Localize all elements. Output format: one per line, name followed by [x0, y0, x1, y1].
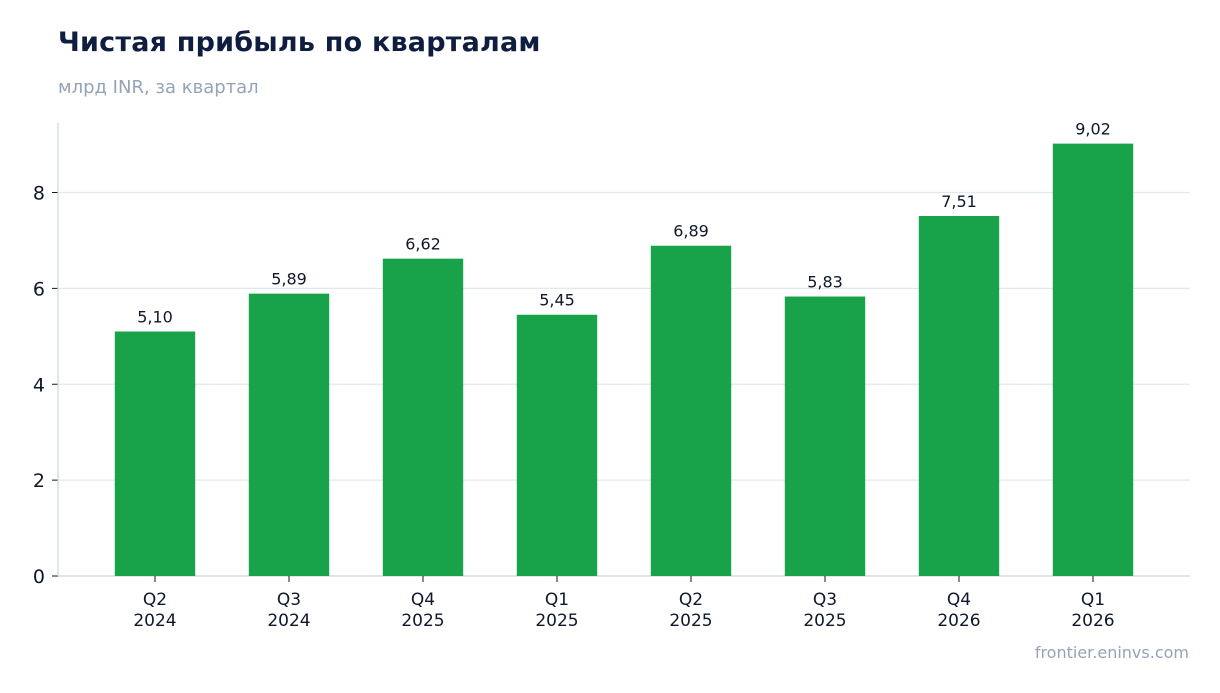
tick-labels: 02468Q22024Q32024Q42025Q12025Q22025Q3202… — [33, 183, 1115, 631]
y-tick-label: 8 — [33, 183, 45, 205]
x-tick-label-year: 2024 — [133, 611, 176, 631]
bar — [248, 293, 330, 576]
bar — [784, 296, 866, 576]
data-label: 5,83 — [807, 273, 843, 292]
x-tick-label-year: 2025 — [669, 611, 712, 631]
data-label: 6,89 — [673, 222, 709, 241]
data-label: 6,62 — [405, 235, 441, 254]
data-label: 5,89 — [271, 270, 307, 289]
chart-title: Чистая прибыль по кварталам — [58, 27, 541, 58]
x-tick-label-quarter: Q4 — [411, 590, 435, 610]
y-tick-label: 2 — [33, 470, 45, 492]
data-label: 5,45 — [539, 291, 575, 310]
bar — [382, 258, 464, 576]
data-labels: 5,10 5,89 6,62 5,45 6,89 5,83 7,51 9,02 — [137, 120, 1111, 327]
x-tick-label-quarter: Q2 — [143, 590, 167, 610]
x-tick-label-year: 2026 — [937, 611, 980, 631]
x-tick-label-quarter: Q3 — [813, 590, 837, 610]
x-tick-label-year: 2025 — [401, 611, 444, 631]
bar — [516, 314, 598, 576]
bar — [1052, 143, 1134, 576]
bar — [650, 245, 732, 576]
y-tick-label: 6 — [33, 278, 45, 300]
y-tick-label: 0 — [33, 566, 45, 588]
x-tick-label-year: 2024 — [267, 611, 310, 631]
x-tick-label-year: 2025 — [803, 611, 846, 631]
x-tick-label-year: 2026 — [1071, 611, 1114, 631]
x-tick-label-quarter: Q4 — [947, 590, 971, 610]
x-tick-label-quarter: Q3 — [277, 590, 301, 610]
axes — [52, 123, 1190, 582]
bar — [918, 215, 1000, 576]
chart-subtitle: млрд INR, за квартал — [58, 77, 259, 98]
bar — [114, 331, 196, 576]
y-tick-label: 4 — [33, 374, 45, 396]
x-tick-label-year: 2025 — [535, 611, 578, 631]
x-tick-label-quarter: Q2 — [679, 590, 703, 610]
data-label: 7,51 — [941, 192, 977, 211]
data-label: 9,02 — [1075, 120, 1111, 139]
x-tick-label-quarter: Q1 — [545, 590, 569, 610]
grid-lines — [58, 191, 1190, 481]
source-credit: frontier.eninvs.com — [1034, 643, 1189, 662]
bars — [114, 143, 1134, 576]
x-tick-label-quarter: Q1 — [1081, 590, 1105, 610]
data-label: 5,10 — [137, 308, 173, 327]
